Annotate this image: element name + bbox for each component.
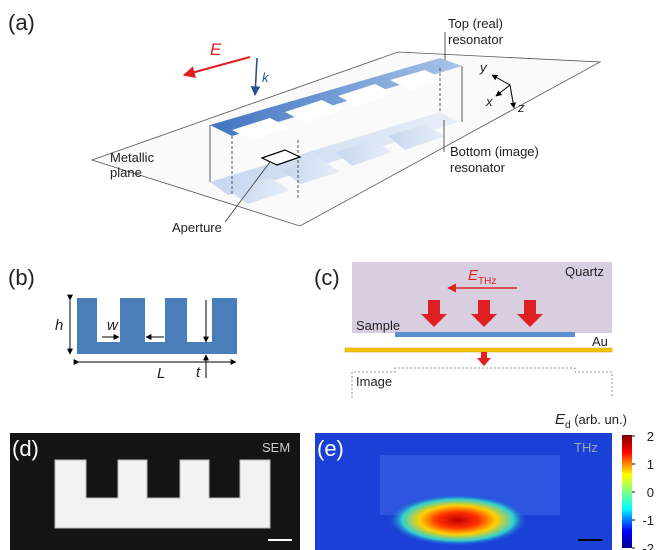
- ethz-sub: THz: [478, 276, 496, 287]
- h-label: h: [55, 317, 63, 334]
- t-label: t: [196, 364, 201, 381]
- quartz-label: Quartz: [565, 264, 604, 279]
- axis-label: z: [517, 100, 525, 115]
- bottom-label: Bottom (image): [450, 144, 539, 159]
- e-label: E: [210, 40, 222, 59]
- au-layer: [345, 348, 612, 352]
- panel-label: (d): [12, 436, 39, 461]
- panel-tag: THz: [574, 440, 598, 455]
- panel-c: (c) ETHz Quartz Sample Au Image: [314, 262, 612, 398]
- colorbar-tick-label: 1: [647, 457, 654, 472]
- figure: (a) E k Top (real) resonator y x z Botto…: [0, 0, 658, 550]
- colorbar-tick-label: 0: [647, 485, 654, 500]
- plane-label: plane: [110, 165, 142, 180]
- top-label: resonator: [448, 32, 504, 47]
- colorbar: [622, 435, 632, 548]
- metallic-plane: [92, 52, 600, 226]
- panel-tag: SEM: [262, 440, 290, 455]
- panel-b: (b) h w L t: [8, 265, 237, 382]
- plane-label: Metallic: [110, 150, 155, 165]
- k-arrow: [255, 58, 257, 95]
- panel-label: (a): [8, 10, 35, 35]
- colorbar-tick-label: -1: [642, 513, 654, 528]
- aperture-label: Aperture: [172, 220, 222, 235]
- panel-e: (e) THz Ed (arb. un.): [315, 411, 632, 550]
- panel-a: (a) E k Top (real) resonator y x z Botto…: [8, 10, 600, 235]
- colorbar-label: Ed (arb. un.): [555, 411, 627, 431]
- panel-label: (e): [317, 436, 344, 461]
- comb-shape: [77, 298, 237, 354]
- colorbar-tick-label: -2: [642, 541, 654, 550]
- colorbar-unit: (arb. un.): [571, 412, 627, 427]
- panel-label: (b): [8, 265, 35, 290]
- sample: [395, 332, 575, 337]
- w-label: w: [107, 317, 119, 334]
- l-label: L: [157, 365, 165, 382]
- bottom-label: resonator: [450, 160, 506, 175]
- panel-label: (c): [314, 265, 340, 290]
- colorbar-tick-label: 2: [647, 429, 654, 444]
- top-label: Top (real): [448, 16, 503, 31]
- panel-d: (d) SEM: [10, 433, 300, 550]
- e-arrow: [184, 57, 250, 75]
- k-label: k: [262, 70, 270, 85]
- thz-hotspot: [388, 494, 528, 546]
- au-label: Au: [592, 334, 608, 349]
- axis-label: x: [485, 94, 493, 109]
- image-label: Image: [356, 374, 392, 389]
- sample-label: Sample: [356, 318, 400, 333]
